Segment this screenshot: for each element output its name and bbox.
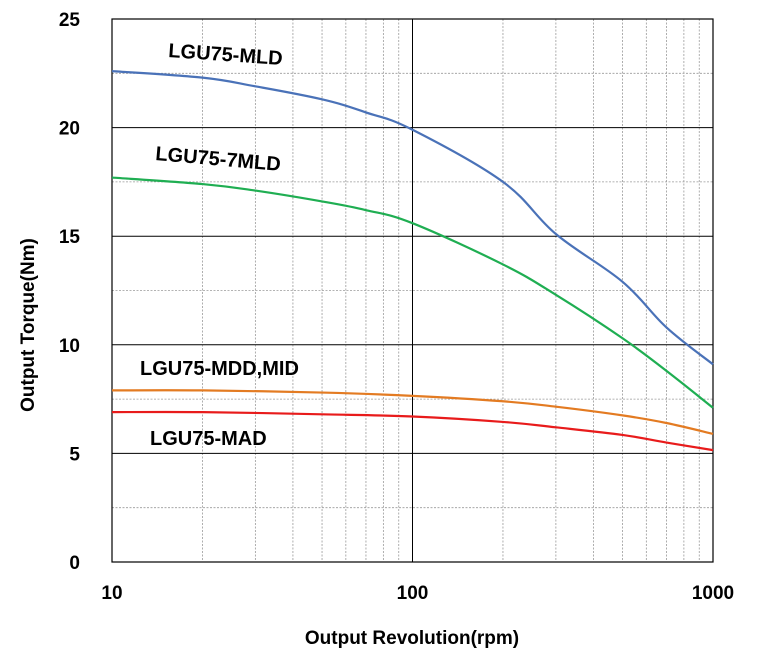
y-tick-label: 25 <box>59 10 81 31</box>
y-tick-label: 10 <box>59 336 80 357</box>
series-line-lgu75-mdd-mid <box>111 389 714 435</box>
series-labels: LGU75-MLD LGU75-7MLD LGU75-MDD,MID LGU75-MA… <box>140 40 299 450</box>
grid <box>111 18 714 563</box>
plot-border <box>111 18 714 563</box>
series-label-lgu75-mld: LGU75-MLD <box>168 40 284 70</box>
y-tick-label: 0 <box>69 553 80 574</box>
x-tick-label: 1000 <box>692 583 734 604</box>
y-tick-label: 15 <box>59 227 81 248</box>
tick-labels: 10 100 1000 0 5 10 15 20 25 <box>59 10 734 604</box>
x-tick-label: 10 <box>101 583 122 604</box>
series-line-lgu75-mad <box>111 410 714 452</box>
series-label-lgu75-mad: LGU75-MAD <box>150 428 267 450</box>
x-tick-label: 100 <box>397 583 429 604</box>
series-lines <box>111 70 714 452</box>
series-label-lgu75-7mld: LGU75-7MLD <box>155 143 282 176</box>
series-line-lgu75-mld <box>111 70 714 366</box>
y-tick-label: 5 <box>69 444 80 465</box>
series-line-lgu75-7mld <box>111 176 714 409</box>
y-tick-label: 20 <box>59 119 80 140</box>
series-label-lgu75-mdd-mid: LGU75-MDD,MID <box>140 358 299 380</box>
x-axis-title: Output Revolution(rpm) <box>305 628 519 649</box>
y-axis-title: Output Torque(Nm) <box>18 238 39 412</box>
